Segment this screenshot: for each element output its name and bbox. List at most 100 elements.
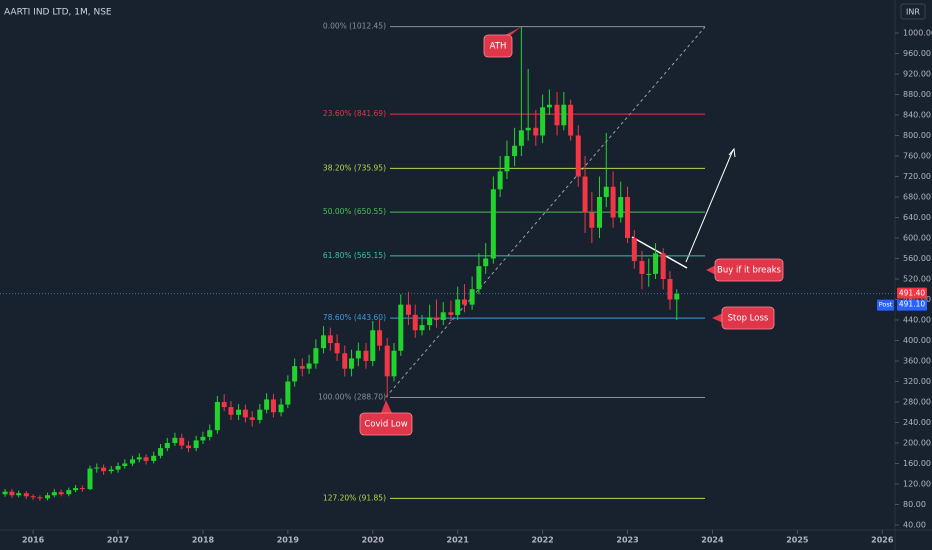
candle-body bbox=[94, 467, 100, 469]
post-price-label: 491.10 bbox=[899, 300, 925, 309]
candle-body bbox=[391, 350, 397, 377]
candle-body bbox=[610, 186, 616, 218]
candle-body bbox=[455, 299, 461, 315]
fib-label: 100.00% (288.70) bbox=[318, 393, 386, 402]
candle-body bbox=[179, 437, 185, 446]
fib-label: 50.00% (650.55) bbox=[323, 207, 386, 216]
callout-text: Covid Low bbox=[364, 420, 407, 430]
y-tick-label: 400.00 bbox=[903, 336, 931, 345]
candle-body bbox=[398, 304, 404, 351]
y-tick-label: 240.00 bbox=[903, 418, 931, 427]
candle-body bbox=[306, 363, 312, 369]
candle-body bbox=[342, 353, 348, 369]
candle-body bbox=[440, 312, 446, 320]
arrow-head bbox=[728, 147, 736, 158]
candle-body bbox=[646, 273, 652, 275]
candle-body bbox=[461, 299, 467, 305]
candle-body bbox=[412, 314, 418, 331]
candle-body bbox=[419, 325, 425, 331]
y-tick-label: 120.00 bbox=[903, 479, 931, 488]
post-tag: Post bbox=[879, 301, 893, 309]
candle-body bbox=[546, 104, 552, 108]
y-tick-label: 200.00 bbox=[903, 438, 931, 447]
candle-body bbox=[2, 491, 8, 495]
y-tick-label: 920.00 bbox=[903, 70, 931, 79]
candle-body bbox=[172, 437, 178, 443]
y-tick-label: 800.00 bbox=[903, 131, 931, 140]
candle-body bbox=[349, 358, 355, 369]
candle-body bbox=[37, 497, 43, 499]
candle-body bbox=[321, 335, 327, 349]
candle-body bbox=[221, 401, 227, 408]
candle-body bbox=[370, 330, 376, 361]
candle-body bbox=[73, 488, 79, 491]
callout-pointer bbox=[381, 400, 392, 413]
x-tick-label: 2024 bbox=[701, 536, 724, 545]
candle-body bbox=[66, 490, 72, 495]
candle-body bbox=[249, 417, 255, 420]
candle-body bbox=[469, 289, 475, 305]
candle-body bbox=[157, 448, 163, 456]
candle-body bbox=[667, 278, 673, 300]
plot: 0.00% (1012.45) 23.60% (841.69) 38.20% (73… bbox=[0, 22, 895, 502]
candle-body bbox=[108, 469, 114, 472]
candle-body bbox=[285, 381, 291, 405]
candle-body bbox=[476, 266, 482, 290]
candle-body bbox=[299, 366, 305, 369]
candle-body bbox=[540, 107, 546, 136]
candle-body bbox=[151, 455, 157, 461]
projection-arrow bbox=[685, 149, 734, 263]
candle-body bbox=[164, 442, 170, 449]
candle-body bbox=[497, 171, 503, 190]
fib-label: 23.60% (841.69) bbox=[323, 109, 386, 118]
x-tick-label: 2020 bbox=[362, 536, 385, 545]
candle-body bbox=[129, 459, 135, 464]
candle-body bbox=[193, 440, 199, 449]
candle-body bbox=[58, 492, 64, 495]
candle-body bbox=[589, 212, 595, 228]
candle-body bbox=[427, 317, 433, 326]
y-tick-label: 560.00 bbox=[903, 254, 931, 263]
candle-body bbox=[228, 407, 234, 415]
candle-body bbox=[355, 350, 361, 359]
candle-body bbox=[327, 335, 333, 344]
x-tick-label: 2023 bbox=[616, 536, 638, 545]
callout-box bbox=[359, 412, 413, 436]
candle-body bbox=[405, 304, 411, 315]
currency: INR bbox=[906, 8, 920, 17]
candle-body bbox=[136, 457, 142, 460]
candle-body bbox=[292, 366, 298, 382]
candle-body bbox=[270, 399, 276, 413]
candle-body bbox=[278, 404, 284, 413]
candle-body bbox=[603, 186, 609, 197]
y-tick-label: 520.00 bbox=[903, 274, 931, 283]
x-tick-label: 2021 bbox=[447, 536, 470, 545]
candle-body bbox=[433, 317, 439, 320]
candle-body bbox=[561, 104, 567, 126]
y-tick-label: 720.00 bbox=[903, 172, 931, 181]
y-tick-label: 600.00 bbox=[903, 233, 931, 242]
y-tick-label: 640.00 bbox=[903, 213, 931, 222]
callout-box bbox=[721, 306, 775, 330]
candle-body bbox=[16, 493, 22, 496]
current-price-box bbox=[897, 287, 927, 299]
candle-body bbox=[79, 488, 85, 490]
candle-body bbox=[242, 409, 248, 418]
y-tick-label: 840.00 bbox=[903, 110, 931, 119]
y-tick-label: 960.00 bbox=[903, 49, 931, 58]
candle-body bbox=[214, 401, 220, 431]
x-tick-label: 2026 bbox=[871, 536, 894, 545]
x-tick-label: 2018 bbox=[192, 536, 215, 545]
candle-body bbox=[384, 345, 390, 377]
candle-body bbox=[639, 261, 645, 274]
candle-body bbox=[490, 189, 496, 259]
y-tick-label: 160.00 bbox=[903, 459, 931, 468]
y-tick-label: 680.00 bbox=[903, 192, 931, 201]
candle-body bbox=[87, 468, 93, 490]
candle-body bbox=[518, 130, 524, 146]
candle-body bbox=[115, 466, 121, 470]
fib-label: 61.80% (565.15) bbox=[323, 251, 386, 260]
candle-body bbox=[596, 196, 602, 228]
fib-label: 127.20% (91.85) bbox=[323, 493, 386, 502]
y-tick-label: 360.00 bbox=[903, 356, 931, 365]
